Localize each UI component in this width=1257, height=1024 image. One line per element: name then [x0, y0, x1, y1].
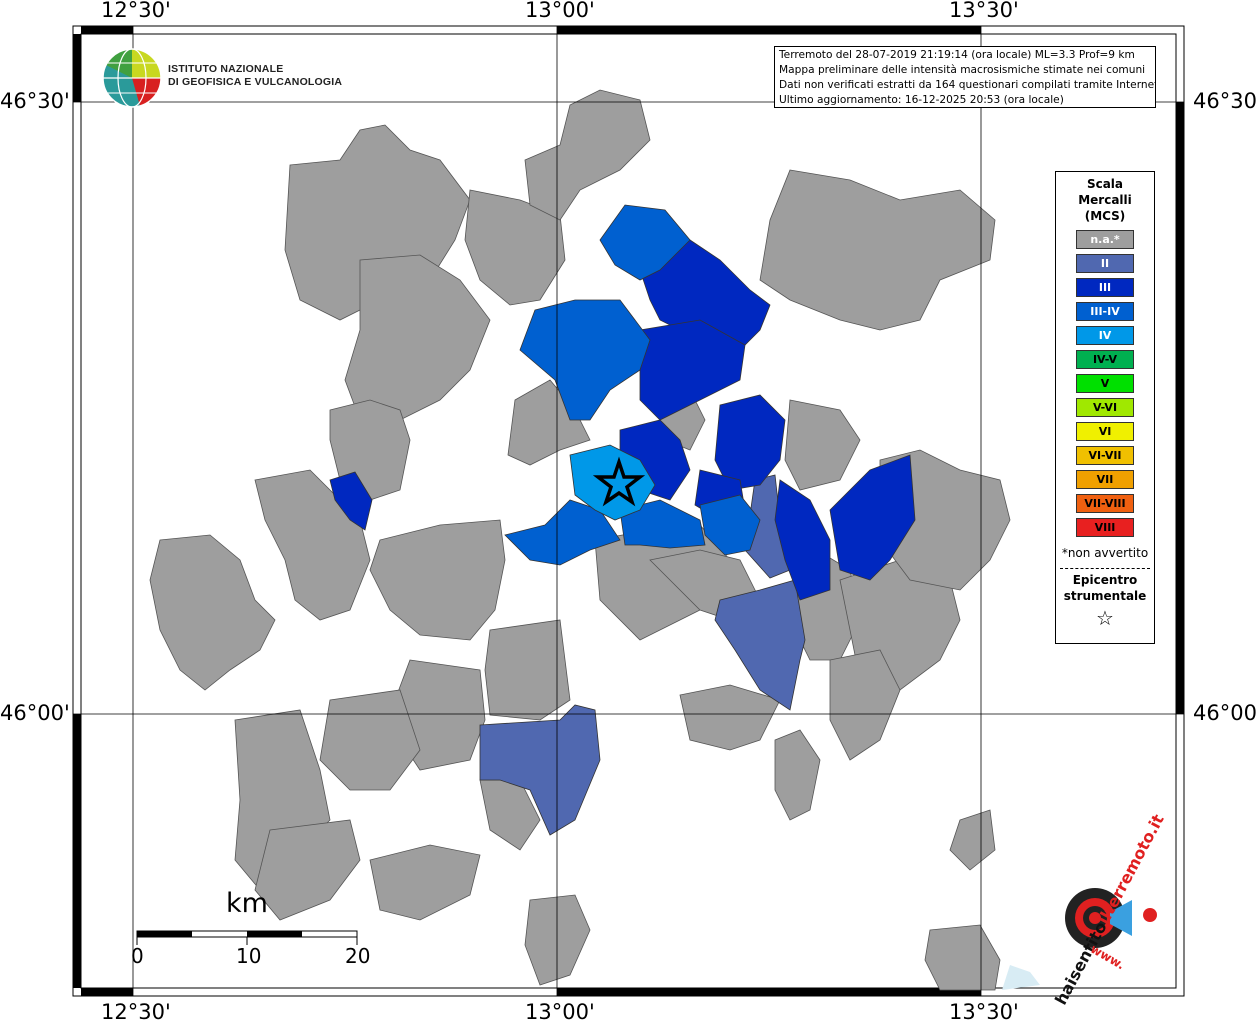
- hai-sentito-logo-icon: [1002, 888, 1157, 990]
- legend-item-vi: VI: [1076, 422, 1134, 441]
- ingv-logo-text: ISTITUTO NAZIONALE DI GEOFISICA E VULCAN…: [168, 63, 342, 89]
- ingv-logo-icon: [102, 48, 162, 108]
- legend-item-iii-iv: III-IV: [1076, 302, 1134, 321]
- lat-label-right-1: 46°30': [1193, 89, 1257, 113]
- legend-item-iv: IV: [1076, 326, 1134, 345]
- earthquake-info-box: Terremoto del 28-07-2019 21:19:14 (ora l…: [774, 46, 1156, 108]
- legend-item-vi-vii: VI-VII: [1076, 446, 1134, 465]
- legend-item-iv-v: IV-V: [1076, 350, 1134, 369]
- legend-item-iii: III: [1076, 278, 1134, 297]
- lon-label-top-2: 13°00': [525, 0, 595, 22]
- info-line-event: Terremoto del 28-07-2019 21:19:14 (ora l…: [779, 49, 1135, 61]
- lat-label-left-2: 46°00': [0, 701, 70, 725]
- legend-epicenter-2: strumentale: [1063, 589, 1147, 603]
- info-line-updated: Ultimo aggiornamento: 16-12-2025 20:53 (…: [779, 94, 1064, 106]
- legend-item-v: V: [1076, 374, 1134, 393]
- info-line-data-source: Dati non verificati estratti da 164 ques…: [779, 79, 1156, 91]
- legend-divider: [1060, 568, 1150, 569]
- legend-item-vii: VII: [1076, 470, 1134, 489]
- ingv-logo-line2: DI GEOFISICA E VULCANOLOGIA: [168, 76, 343, 88]
- legend-item-ii: II: [1076, 254, 1134, 273]
- municipalities-II: [479, 474, 806, 836]
- scale-bar: [136, 930, 358, 945]
- legend-item-v-vi: V-VI: [1076, 398, 1134, 417]
- lat-label-right-2: 46°00': [1193, 701, 1257, 725]
- municipalities-III: [329, 239, 916, 601]
- legend-title-3: (MCS): [1084, 209, 1126, 223]
- legend-note: *non avvertito: [1061, 546, 1149, 560]
- scale-label-20: 20: [345, 944, 371, 968]
- legend-item-viii: VIII: [1076, 518, 1134, 537]
- legend-item-vii-viii: VII-VIII: [1076, 494, 1134, 513]
- mcs-legend: Scala Mercalli (MCS) n.a.* II III III-IV IV I…: [1055, 171, 1155, 644]
- municipalities-III-IV: [504, 204, 761, 566]
- scale-unit: km: [226, 888, 268, 919]
- legend-epicenter-1: Epicentro: [1072, 573, 1138, 587]
- legend-item-n-a: n.a.*: [1076, 230, 1134, 249]
- lat-label-left-1: 46°30': [0, 89, 70, 113]
- municipalities-IV: [569, 444, 656, 521]
- scale-label-0: 0: [131, 944, 144, 968]
- lon-label-bottom-1: 12°30': [101, 1000, 171, 1024]
- ingv-logo-line1: ISTITUTO NAZIONALE: [168, 63, 284, 75]
- hai-sentito-logo-text: haisentitoilterremoto.it www.: [1005, 811, 1168, 1008]
- info-line-description: Mappa preliminare delle intensità macros…: [779, 64, 1146, 76]
- lon-label-top-1: 12°30': [101, 0, 171, 22]
- lon-label-top-3: 13°30': [949, 0, 1019, 22]
- brand-text-4: www.: [1087, 941, 1128, 973]
- legend-title-1: Scala: [1086, 177, 1124, 191]
- legend-title-2: Mercalli: [1078, 193, 1132, 207]
- legend-star-icon: ☆: [1096, 606, 1114, 630]
- lon-label-bottom-2: 13°00': [525, 1000, 595, 1024]
- scale-label-10: 10: [236, 944, 262, 968]
- epicenter-star-icon: [592, 456, 646, 507]
- lon-label-bottom-3: 13°30': [949, 1000, 1019, 1024]
